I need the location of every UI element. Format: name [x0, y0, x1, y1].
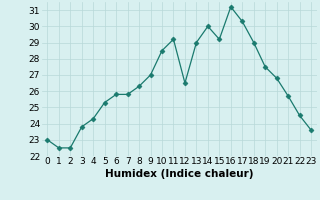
X-axis label: Humidex (Indice chaleur): Humidex (Indice chaleur)	[105, 169, 253, 179]
